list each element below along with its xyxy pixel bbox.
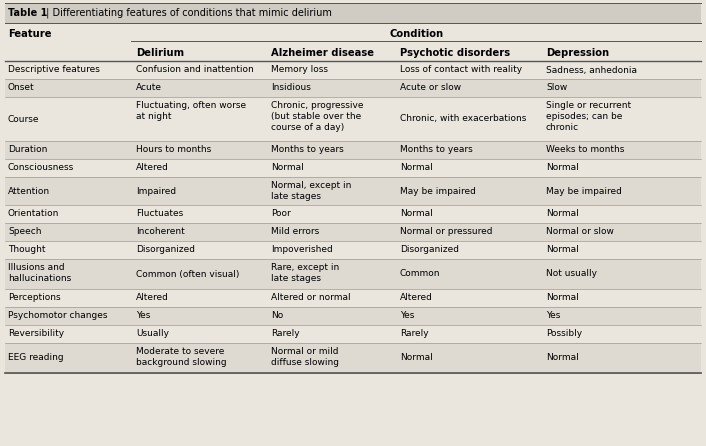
Text: Attention: Attention	[8, 186, 50, 195]
Bar	[5, 177, 701, 205]
Text: Perceptions: Perceptions	[8, 293, 61, 302]
Text: Psychomotor changes: Psychomotor changes	[8, 311, 107, 321]
Text: Orientation: Orientation	[8, 210, 59, 219]
Text: EEG reading: EEG reading	[8, 354, 64, 363]
Text: Sadness, anhedonia: Sadness, anhedonia	[546, 66, 637, 74]
Text: Descriptive features: Descriptive features	[8, 66, 100, 74]
Text: Yes: Yes	[136, 311, 150, 321]
Text: No: No	[271, 311, 283, 321]
Text: Impaired: Impaired	[136, 186, 176, 195]
Text: Thought: Thought	[8, 245, 45, 255]
Bar	[5, 325, 701, 343]
Text: Feature: Feature	[8, 29, 52, 39]
Text: Possibly: Possibly	[546, 330, 582, 339]
Text: Confusion and inattention: Confusion and inattention	[136, 66, 253, 74]
Text: Rarely: Rarely	[271, 330, 299, 339]
Text: Duration: Duration	[8, 145, 47, 154]
Bar	[5, 45, 701, 61]
Text: Altered: Altered	[136, 164, 169, 173]
Text: Normal or slow: Normal or slow	[546, 227, 614, 236]
Text: Illusions and
hallucinations: Illusions and hallucinations	[8, 263, 71, 283]
Text: Disorganized: Disorganized	[136, 245, 195, 255]
Bar	[5, 343, 701, 373]
Text: Normal: Normal	[400, 164, 433, 173]
Text: May be impaired: May be impaired	[546, 186, 622, 195]
Text: Usually: Usually	[136, 330, 169, 339]
Bar	[5, 97, 701, 141]
Text: Normal: Normal	[546, 293, 579, 302]
Text: Chronic, with exacerbations: Chronic, with exacerbations	[400, 115, 527, 124]
Text: Altered: Altered	[400, 293, 433, 302]
Text: Acute or slow: Acute or slow	[400, 83, 461, 92]
Text: Slow: Slow	[546, 83, 567, 92]
Text: Insidious: Insidious	[271, 83, 311, 92]
Bar	[5, 289, 701, 307]
Text: Normal: Normal	[546, 210, 579, 219]
Text: Speech: Speech	[8, 227, 42, 236]
Text: Normal: Normal	[546, 245, 579, 255]
Bar	[5, 141, 701, 159]
Text: Consciousness: Consciousness	[8, 164, 74, 173]
Text: Poor: Poor	[271, 210, 291, 219]
Text: Depression: Depression	[546, 48, 609, 58]
Text: Moderate to severe
background slowing: Moderate to severe background slowing	[136, 347, 227, 367]
Text: Months to years: Months to years	[271, 145, 344, 154]
Text: Common (often visual): Common (often visual)	[136, 269, 239, 278]
Bar	[5, 223, 701, 241]
Text: Table 1: Table 1	[8, 8, 47, 18]
Text: Onset: Onset	[8, 83, 35, 92]
Text: Normal: Normal	[400, 354, 433, 363]
Text: Altered or normal: Altered or normal	[271, 293, 351, 302]
Bar	[5, 79, 701, 97]
Text: Fluctuates: Fluctuates	[136, 210, 184, 219]
Text: Delirium: Delirium	[136, 48, 184, 58]
Text: | Differentiating features of conditions that mimic delirium: | Differentiating features of conditions…	[43, 8, 332, 18]
Text: Yes: Yes	[400, 311, 414, 321]
Text: Impoverished: Impoverished	[271, 245, 333, 255]
Text: Condition: Condition	[390, 29, 444, 39]
Bar	[5, 307, 701, 325]
Text: Incoherent: Incoherent	[136, 227, 185, 236]
Bar	[5, 205, 701, 223]
Text: May be impaired: May be impaired	[400, 186, 476, 195]
Text: Rarely: Rarely	[400, 330, 429, 339]
Text: Mild errors: Mild errors	[271, 227, 319, 236]
Text: Psychotic disorders: Psychotic disorders	[400, 48, 510, 58]
Text: Normal: Normal	[546, 354, 579, 363]
Text: Memory loss: Memory loss	[271, 66, 328, 74]
Text: Fluctuating, often worse
at night: Fluctuating, often worse at night	[136, 101, 246, 121]
Bar	[5, 159, 701, 177]
Bar	[5, 61, 701, 79]
Bar	[5, 241, 701, 259]
Bar	[5, 259, 701, 289]
Text: Normal: Normal	[546, 164, 579, 173]
Text: Acute: Acute	[136, 83, 162, 92]
Text: Course: Course	[8, 115, 40, 124]
Text: Weeks to months: Weeks to months	[546, 145, 624, 154]
Text: Months to years: Months to years	[400, 145, 473, 154]
Text: Not usually: Not usually	[546, 269, 597, 278]
Text: Yes: Yes	[546, 311, 561, 321]
Text: Alzheimer disease: Alzheimer disease	[271, 48, 374, 58]
Text: Common: Common	[400, 269, 441, 278]
Text: Normal or pressured: Normal or pressured	[400, 227, 493, 236]
Text: Loss of contact with reality: Loss of contact with reality	[400, 66, 522, 74]
Text: Reversibility: Reversibility	[8, 330, 64, 339]
Text: Chronic, progressive
(but stable over the
course of a day): Chronic, progressive (but stable over th…	[271, 101, 364, 132]
Text: Hours to months: Hours to months	[136, 145, 211, 154]
Text: Altered: Altered	[136, 293, 169, 302]
Bar	[5, 3, 701, 23]
Bar	[5, 23, 701, 45]
Text: Disorganized: Disorganized	[400, 245, 459, 255]
Text: Normal, except in
late stages: Normal, except in late stages	[271, 181, 352, 201]
Text: Normal or mild
diffuse slowing: Normal or mild diffuse slowing	[271, 347, 339, 367]
Text: Normal: Normal	[271, 164, 304, 173]
Text: Normal: Normal	[400, 210, 433, 219]
Text: Rare, except in
late stages: Rare, except in late stages	[271, 263, 340, 283]
Text: Single or recurrent
episodes; can be
chronic: Single or recurrent episodes; can be chr…	[546, 101, 631, 132]
